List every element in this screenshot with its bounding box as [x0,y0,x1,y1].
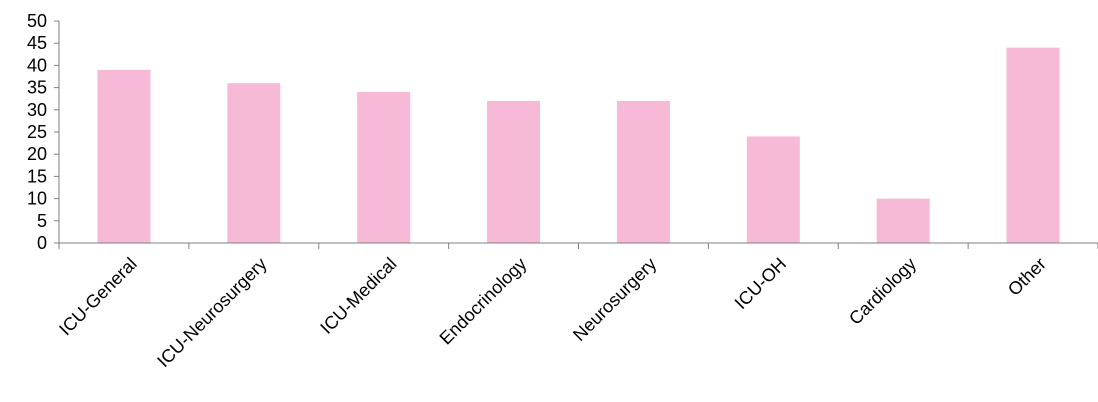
y-tick-label: 40 [27,55,47,75]
y-tick-label: 5 [37,211,47,231]
bar-icu-neurosurgery [227,83,281,243]
x-axis-ticks [58,243,1098,249]
x-category-label: Other [1004,254,1050,300]
bar-endocrinology [487,100,541,243]
x-axis-category-labels: ICU-General ICU-Neurosurgery ICU-Medical En… [55,254,1050,371]
bar-icu-oh [746,136,800,243]
bar-other [1006,47,1060,243]
x-category-label: Neurosurgery [569,254,660,345]
y-tick-label: 0 [37,233,47,253]
x-category-label: Cardiology [845,254,920,329]
x-category-label: ICU-Neurosurgery [153,254,270,371]
bar-icu-general [97,69,151,243]
x-category-label: Endocrinology [436,254,531,349]
bars-group [97,47,1060,243]
bar-neurosurgery [616,100,670,243]
y-tick-label: 35 [27,78,47,98]
bar-icu-medical [357,92,411,243]
x-category-label: ICU-General [55,254,141,340]
y-tick-label: 25 [27,122,47,142]
bar-cardiology [876,198,930,243]
x-category-label: ICU-Medical [316,254,400,338]
y-tick-label: 50 [27,11,47,31]
y-tick-label: 15 [27,166,47,186]
y-tick-label: 10 [27,189,47,209]
y-tick-label: 30 [27,100,47,120]
y-axis-ticks [54,20,59,244]
x-category-label: ICU-OH [731,254,790,313]
y-tick-label: 45 [27,33,47,53]
y-tick-label: 20 [27,144,47,164]
